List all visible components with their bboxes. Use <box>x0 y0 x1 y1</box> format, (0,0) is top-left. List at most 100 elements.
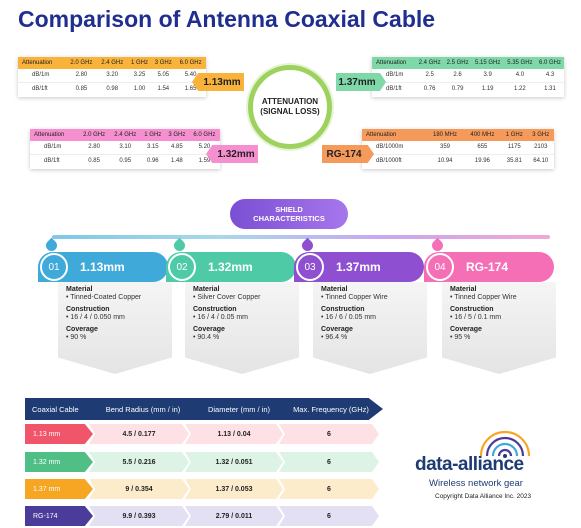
table-cell: 4.85 <box>170 144 183 151</box>
table-cell: 3.25 <box>133 72 146 79</box>
bend-radius-cell: 5.5 / 0.216 <box>89 452 189 472</box>
frequency-cell: 6 <box>279 479 379 499</box>
col-bend-radius: Bend Radius (mm / in) <box>105 404 181 414</box>
material-label: Material <box>321 286 348 293</box>
construction-label: Construction <box>321 306 365 313</box>
table-cell: dB/1000ft <box>362 153 427 167</box>
data-alliance-logo: data-alliance Wireless network gear Copy… <box>415 428 560 518</box>
construction-label: Construction <box>66 306 110 313</box>
bend-radius-cell: 9.9 / 0.393 <box>89 506 189 526</box>
table-cell: 2.80 <box>88 144 100 151</box>
construction-value: • 16 / 4 / 0.05 mm <box>193 314 248 321</box>
table-cell: 0.79 <box>443 81 472 95</box>
logo-tagline: Wireless network gear <box>429 478 523 489</box>
table-cell: 4.0 <box>515 72 525 79</box>
table-cell: dB/1ft <box>30 153 79 167</box>
diameter-cell: 1.32 / 0.051 <box>185 452 283 472</box>
table-row: 1.37 mm 9 / 0.354 1.37 / 0.053 6 <box>25 479 387 499</box>
card-number: 04 <box>426 253 454 281</box>
diameter-cell: 2.79 / 0.011 <box>185 506 283 526</box>
table-cell: 0.85 <box>78 153 110 167</box>
spec-table-header: Coaxial Cable Bend Radius (mm / in) Diam… <box>25 398 383 420</box>
header-cell: Attenuation <box>22 60 53 66</box>
shield-card-137mm: Material • Tinned Copper Wire Constructi… <box>313 282 427 374</box>
material-label: Material <box>193 286 220 293</box>
table-cell: 0.85 <box>66 81 97 95</box>
header-cell: 400 MHz <box>470 132 495 138</box>
table-cell: 3.15 <box>146 144 159 151</box>
header-cell: 6.0 GHz <box>193 132 216 138</box>
header-cell: 5.35 GHz <box>507 60 533 66</box>
material-label: Material <box>450 286 477 293</box>
shield-card-header-113mm: 01 1.13mm <box>38 252 168 282</box>
diameter-cell: 1.13 / 0.04 <box>185 424 283 444</box>
table-cell: 3.9 <box>483 72 492 79</box>
header-cell: 1 GHz <box>130 60 148 66</box>
table-cell: dB/1m <box>32 72 50 79</box>
table-cell: 5.05 <box>157 72 170 79</box>
drop-marker <box>171 237 188 254</box>
table-cell: 0.96 <box>140 153 165 167</box>
coverage-value: • 90 % <box>66 334 87 341</box>
attenuation-label-line1: ATTENUATION <box>261 97 319 106</box>
attenuation-table-132mm: Attenuation 2.0 GHz 2.4 GHz 1 GHz 3 GHz … <box>30 129 220 169</box>
bend-radius-cell: 4.5 / 0.177 <box>89 424 189 444</box>
construction-label: Construction <box>193 306 237 313</box>
table-row: 1.32 mm 5.5 / 0.216 1.32 / 0.051 6 <box>25 452 387 472</box>
copyright-text: Copyright Data Alliance Inc. 2023 <box>435 493 532 500</box>
cable-tag-113mm: 1.13mm <box>192 73 244 91</box>
header-cell: 180 MHz <box>433 132 458 138</box>
cable-tag-rg174: RG-174 <box>322 145 374 163</box>
header-cell: 2.0 GHz <box>70 60 93 66</box>
card-number: 02 <box>168 253 196 281</box>
table-cell: 1.48 <box>164 153 189 167</box>
table-cell: 0.76 <box>415 81 444 95</box>
material-value: • Tinned Copper Wire <box>450 294 517 301</box>
coverage-label: Coverage <box>450 326 482 333</box>
table-cell: 64.10 <box>527 153 554 167</box>
header-cell: 1 GHz <box>505 132 523 138</box>
coverage-value: • 96.4 % <box>321 334 348 341</box>
table-cell: 2.6 <box>453 72 462 79</box>
attenuation-table-rg174: Attenuation 180 MHz 400 MHz 1 GHz 3 GHz … <box>362 129 554 169</box>
table-cell: 35.81 <box>501 153 528 167</box>
card-cable-name: 1.37mm <box>336 260 381 274</box>
shield-card-header-rg174: 04 RG-174 <box>424 252 554 282</box>
table-cell: 3.10 <box>119 144 132 151</box>
header-cell: 6.0 GHz <box>538 60 561 66</box>
diameter-cell: 1.37 / 0.053 <box>185 479 283 499</box>
antenna-dish-icon <box>479 430 531 458</box>
construction-value: • 16 / 4 / 0.050 mm <box>66 314 125 321</box>
shield-label-line2: CHARACTERISTICS <box>253 214 325 223</box>
construction-value: • 16 / 6 / 0.05 mm <box>321 314 376 321</box>
header-cell: 5.15 GHz <box>475 60 501 66</box>
construction-value: • 16 / 5 / 0.1 mm <box>450 314 502 321</box>
drop-marker <box>429 237 446 254</box>
header-cell: 3 GHz <box>168 132 186 138</box>
card-number: 03 <box>296 253 324 281</box>
row-cable-name: 1.13 mm <box>25 424 93 444</box>
coverage-label: Coverage <box>193 326 225 333</box>
table-cell: 2103 <box>534 144 548 151</box>
header-cell: 2.4 GHz <box>114 132 137 138</box>
table-cell: 1.00 <box>127 81 152 95</box>
attenuation-badge: ATTENUATION (SIGNAL LOSS) <box>248 65 332 149</box>
table-cell: 2.80 <box>75 72 88 79</box>
attenuation-table-137mm: Attenuation 2.4 GHz 2.5 GHz 5.15 GHz 5.3… <box>372 57 564 97</box>
table-cell: dB/1m <box>386 72 404 79</box>
table-cell: dB/1m <box>44 144 62 151</box>
shield-card-132mm: Material • Silver Cover Copper Construct… <box>185 282 299 374</box>
table-cell: 5.20 <box>198 144 211 151</box>
header-cell: 2.4 GHz <box>418 60 441 66</box>
drop-marker <box>43 237 60 254</box>
shield-card-rg174: Material • Tinned Copper Wire Constructi… <box>442 282 556 374</box>
table-cell: 1.19 <box>471 81 504 95</box>
header-cell: 6.0 GHz <box>179 60 202 66</box>
col-coaxial-cable: Coaxial Cable <box>32 404 79 414</box>
header-cell: 3 GHz <box>154 60 172 66</box>
bend-radius-cell: 9 / 0.354 <box>89 479 189 499</box>
table-row: RG-174 9.9 / 0.393 2.79 / 0.011 6 <box>25 506 387 526</box>
material-value: • Tinned-Coated Copper <box>66 294 142 301</box>
header-cell: 1 GHz <box>144 132 162 138</box>
table-cell: 10.94 <box>426 153 464 167</box>
